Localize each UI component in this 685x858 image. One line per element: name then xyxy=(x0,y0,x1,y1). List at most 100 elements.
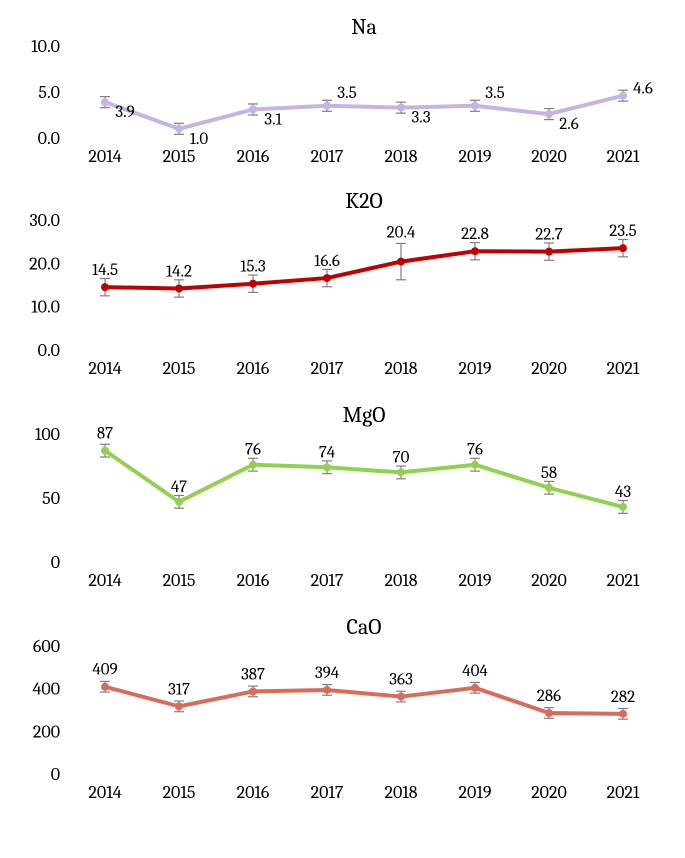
x-tick-label: 2016 xyxy=(237,782,270,803)
data-point xyxy=(249,687,257,695)
x-tick-label: 2017 xyxy=(311,570,344,591)
data-point xyxy=(397,693,405,701)
x-tick-label: 2015 xyxy=(163,782,196,803)
data-label: 74 xyxy=(319,443,336,462)
data-point xyxy=(397,468,405,476)
chart-svg: MgO0501002014201520162017201820192020202… xyxy=(10,394,675,594)
data-label: 70 xyxy=(393,448,410,467)
data-label: 394 xyxy=(315,664,340,683)
x-tick-label: 2019 xyxy=(459,146,492,167)
data-point xyxy=(249,280,257,288)
chart-svg: K2O0.010.020.030.02014201520162017201820… xyxy=(10,182,675,382)
x-tick-label: 2020 xyxy=(531,782,567,803)
data-point xyxy=(545,248,553,256)
x-tick-label: 2020 xyxy=(531,358,567,379)
data-label: 15.3 xyxy=(240,258,266,277)
data-label: 282 xyxy=(611,688,635,707)
data-label: 286 xyxy=(537,687,561,706)
data-point xyxy=(471,102,479,110)
y-tick-label: 0.0 xyxy=(38,340,60,361)
chart-title: K2O xyxy=(345,188,382,214)
data-point xyxy=(471,684,479,692)
x-tick-label: 2019 xyxy=(459,782,492,803)
data-point xyxy=(175,284,183,292)
data-point xyxy=(175,702,183,710)
data-point xyxy=(619,710,627,718)
data-label: 404 xyxy=(462,662,488,681)
data-label: 22.8 xyxy=(461,225,489,244)
x-tick-label: 2021 xyxy=(607,146,640,167)
x-tick-label: 2019 xyxy=(459,358,492,379)
data-label: 47 xyxy=(171,478,187,497)
data-point xyxy=(249,461,257,469)
x-tick-label: 2020 xyxy=(531,570,567,591)
x-tick-label: 2015 xyxy=(163,358,196,379)
y-tick-label: 400 xyxy=(33,679,60,700)
y-tick-label: 200 xyxy=(33,721,60,742)
data-point xyxy=(323,274,331,282)
data-label: 363 xyxy=(389,671,413,690)
data-point xyxy=(545,484,553,492)
data-label: 16.6 xyxy=(314,252,340,271)
data-point xyxy=(323,102,331,110)
data-label: 22.7 xyxy=(535,226,563,245)
x-tick-label: 2014 xyxy=(88,782,121,803)
x-tick-label: 2018 xyxy=(384,782,417,803)
data-point xyxy=(101,98,109,106)
data-label: 14.2 xyxy=(166,262,192,281)
data-label: 23.5 xyxy=(609,222,636,241)
chart-cao: CaO0200400600201420152016201720182019202… xyxy=(10,606,675,806)
x-tick-label: 2018 xyxy=(384,358,417,379)
y-tick-label: 0.0 xyxy=(38,128,60,149)
y-tick-label: 5.0 xyxy=(38,82,60,103)
x-tick-label: 2016 xyxy=(237,358,270,379)
data-point xyxy=(101,683,109,691)
x-tick-label: 2017 xyxy=(311,358,344,379)
data-label: 387 xyxy=(241,665,265,684)
data-point xyxy=(101,283,109,291)
y-tick-label: 50 xyxy=(42,488,60,509)
y-tick-label: 30.0 xyxy=(29,210,60,231)
chart-na: Na0.05.010.02014201520162017201820192020… xyxy=(10,10,675,170)
data-point xyxy=(249,105,257,113)
chart-title: Na xyxy=(351,14,377,40)
data-label: 20.4 xyxy=(387,224,416,243)
x-tick-label: 2017 xyxy=(311,146,344,167)
x-tick-label: 2015 xyxy=(163,570,196,591)
x-tick-label: 2021 xyxy=(607,358,640,379)
data-point xyxy=(619,503,627,511)
x-tick-label: 2021 xyxy=(607,782,640,803)
data-point xyxy=(471,247,479,255)
data-point xyxy=(175,498,183,506)
data-label: 87 xyxy=(97,425,113,444)
data-label: 2.6 xyxy=(559,115,579,134)
x-tick-label: 2014 xyxy=(88,570,121,591)
chart-k2o: K2O0.010.020.030.02014201520162017201820… xyxy=(10,182,675,382)
data-point xyxy=(175,125,183,133)
x-tick-label: 2014 xyxy=(88,358,121,379)
x-tick-label: 2015 xyxy=(163,146,196,167)
data-point xyxy=(619,92,627,100)
x-tick-label: 2019 xyxy=(459,570,492,591)
x-tick-label: 2021 xyxy=(607,570,640,591)
data-label: 43 xyxy=(615,483,631,502)
x-tick-label: 2017 xyxy=(311,782,344,803)
data-label: 3.5 xyxy=(485,84,504,103)
x-tick-label: 2018 xyxy=(384,146,417,167)
charts-container: Na 0.0 5.0 10.0 2014 2015 2016 2017 2018 2019 2020… xyxy=(10,10,675,806)
x-tick-label: 2016 xyxy=(237,570,270,591)
y-tick-label: 10.0 xyxy=(31,36,60,57)
data-label: 4.6 xyxy=(633,80,653,99)
y-tick-label: 100 xyxy=(35,424,60,445)
chart-svg: CaO0200400600201420152016201720182019202… xyxy=(10,606,675,806)
chart-title: CaO xyxy=(347,614,382,640)
data-point xyxy=(545,709,553,717)
data-label: 76 xyxy=(467,441,483,460)
x-tick-label: 2018 xyxy=(384,570,417,591)
x-tick-label: 2020 xyxy=(531,146,567,167)
y-tick-label: 0 xyxy=(51,552,60,573)
data-label: 3.1 xyxy=(264,110,282,129)
data-point xyxy=(471,461,479,469)
data-point xyxy=(323,686,331,694)
data-label: 3.3 xyxy=(411,109,430,128)
